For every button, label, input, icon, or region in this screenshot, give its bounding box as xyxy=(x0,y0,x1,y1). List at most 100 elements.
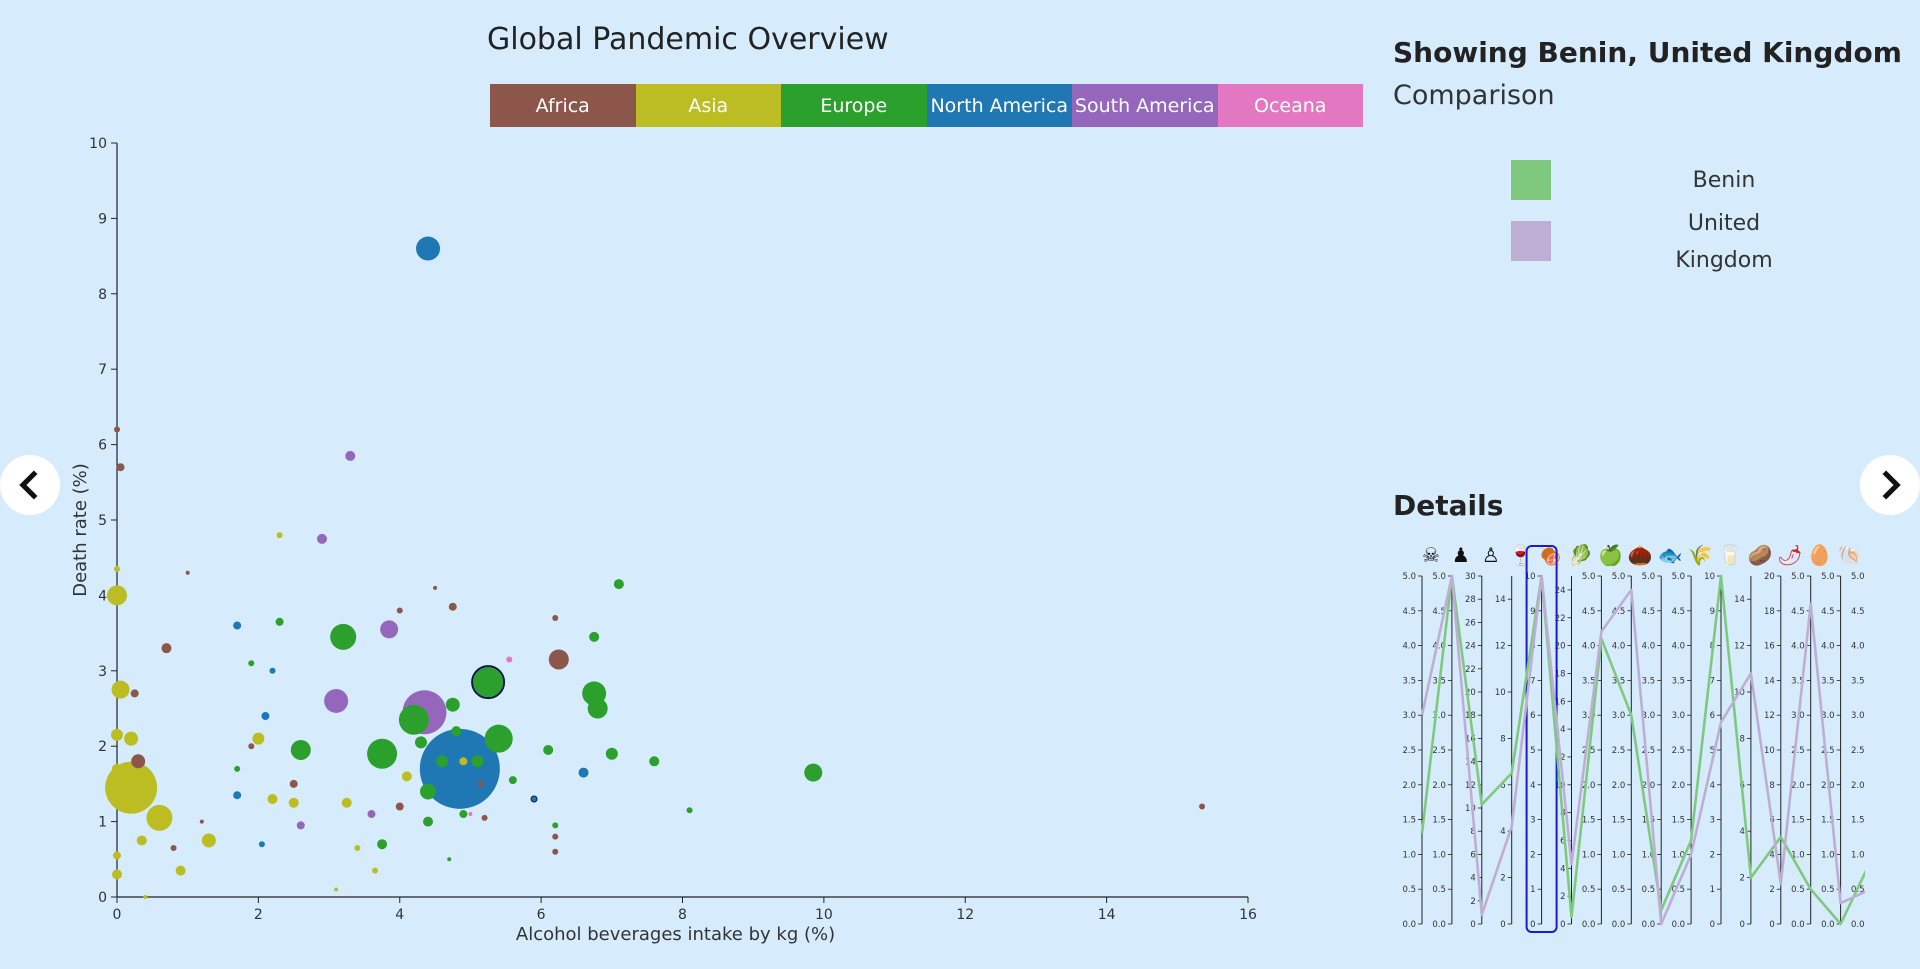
pc-tick-label: 5 xyxy=(1710,746,1715,756)
pc-tick-label: 2.5 xyxy=(1851,746,1865,756)
data-point-europe xyxy=(543,744,554,755)
pc-tick-label: 18 xyxy=(1555,669,1566,679)
pc-tick-label: 1.0 xyxy=(1672,850,1686,860)
data-point-north-america xyxy=(258,841,265,848)
united-kingdom-label-line2: Kingdom xyxy=(1675,248,1773,273)
y-tick-label: 10 xyxy=(89,136,107,152)
data-point-asia xyxy=(267,793,278,804)
pc-tick-label: 0.0 xyxy=(1432,920,1446,930)
prev-button[interactable] xyxy=(0,455,60,515)
legend-africa[interactable]: Africa xyxy=(490,84,636,127)
pc-tick-label: 3.5 xyxy=(1821,676,1835,686)
pc-tick-label: 0.0 xyxy=(1672,920,1686,930)
data-point-north-america xyxy=(233,791,242,800)
chevron-right-icon xyxy=(1882,470,1901,500)
pc-tick-label: 28 xyxy=(1465,595,1476,605)
pc-tick-label: 6 xyxy=(1530,711,1535,721)
skull-icon: ☠ xyxy=(1422,543,1440,567)
data-point-europe xyxy=(451,726,462,737)
pc-tick-label: 3.0 xyxy=(1402,711,1416,721)
pc-tick-label: 4.5 xyxy=(1612,607,1626,617)
data-point-asia xyxy=(401,771,412,782)
x-tick-label: 8 xyxy=(678,907,687,923)
benin-swatch[interactable] xyxy=(1511,160,1551,200)
data-point-oceana xyxy=(468,812,473,817)
pc-tick-label: 0.0 xyxy=(1582,920,1596,930)
data-point-asia xyxy=(112,763,122,774)
pc-tick-label: 4 xyxy=(1560,864,1565,874)
selected-point-ring xyxy=(471,665,506,700)
pc-tick-label: 10 xyxy=(1704,572,1715,582)
pc-tick-label: 3.5 xyxy=(1402,676,1416,686)
data-point-europe xyxy=(613,579,624,590)
pc-tick-label: 1.5 xyxy=(1612,816,1626,826)
data-point-asia xyxy=(354,844,361,851)
data-point-north-america xyxy=(233,621,242,630)
data-point-europe xyxy=(459,810,468,819)
legend-north-america[interactable]: North America xyxy=(926,84,1072,127)
y-tick-label: 5 xyxy=(98,513,107,529)
pc-tick-label: 0.5 xyxy=(1821,885,1835,895)
pc-tick-label: 4.0 xyxy=(1432,642,1446,652)
data-point-africa xyxy=(289,779,298,788)
pc-tick-label: 3.0 xyxy=(1851,711,1865,721)
legend-south-america[interactable]: South America xyxy=(1072,84,1218,127)
pc-tick-label: 9 xyxy=(1710,607,1715,617)
united-kingdom-swatch[interactable] xyxy=(1511,221,1551,261)
pc-line-benin xyxy=(1420,574,1865,926)
pc-tick-label: 0.0 xyxy=(1791,920,1805,930)
pc-tick-label: 2.5 xyxy=(1402,746,1416,756)
pc-tick-label: 0.0 xyxy=(1821,920,1835,930)
pc-tick-label: 1.0 xyxy=(1642,850,1656,860)
pc-tick-label: 0.5 xyxy=(1642,885,1656,895)
pc-tick-label: 2.0 xyxy=(1612,781,1626,791)
data-point-africa xyxy=(552,848,559,855)
pc-tick-label: 10 xyxy=(1465,804,1476,814)
pc-tick-label: 5.0 xyxy=(1672,572,1686,582)
pc-tick-label: 2.0 xyxy=(1851,781,1865,791)
legend-asia[interactable]: Asia xyxy=(635,84,781,127)
pc-tick-label: 2 xyxy=(1769,885,1774,895)
pc-tick-label: 24 xyxy=(1555,586,1566,596)
pc-tick-label: 5 xyxy=(1530,746,1535,756)
data-point-europe xyxy=(367,738,398,769)
pc-tick-label: 4 xyxy=(1470,874,1475,884)
meat-icon: 🍖 xyxy=(1538,543,1563,568)
pc-tick-label: 5.0 xyxy=(1821,572,1835,582)
x-tick-label: 12 xyxy=(956,907,974,923)
pc-tick-label: 4 xyxy=(1710,781,1715,791)
pc-tick-label: 12 xyxy=(1495,642,1506,652)
next-button[interactable] xyxy=(1860,455,1920,515)
pc-tick-label: 1 xyxy=(1710,885,1715,895)
pc-tick-label: 10 xyxy=(1525,572,1536,582)
pc-tick-label: 3.0 xyxy=(1672,711,1686,721)
pc-tick-label: 26 xyxy=(1465,618,1476,628)
data-point-africa xyxy=(548,649,569,670)
pc-tick-label: 6 xyxy=(1470,850,1475,860)
pc-tick-label: 4.5 xyxy=(1582,607,1596,617)
data-point-africa xyxy=(481,814,488,821)
vegetable-icon: 🥬 xyxy=(1568,543,1593,567)
x-tick-label: 4 xyxy=(395,907,404,923)
data-point-europe xyxy=(804,763,823,782)
data-point-europe xyxy=(330,623,357,650)
x-tick-label: 0 xyxy=(113,907,122,923)
legend-oceana[interactable]: Oceana xyxy=(1217,84,1363,127)
page-title: Global Pandemic Overview xyxy=(487,22,889,57)
pc-tick-label: 4.5 xyxy=(1642,607,1656,617)
pc-tick-label: 2.5 xyxy=(1432,746,1446,756)
y-tick-label: 4 xyxy=(98,588,107,604)
data-point-asia xyxy=(112,869,122,880)
showing-heading: Showing Benin, United Kingdom xyxy=(1393,36,1902,69)
pc-tick-label: 3.0 xyxy=(1612,711,1626,721)
pc-tick-label: 14 xyxy=(1555,725,1566,735)
data-point-europe xyxy=(686,807,693,814)
data-point-africa xyxy=(130,689,139,698)
pc-line-united-kingdom xyxy=(1420,574,1865,926)
pc-tick-label: 22 xyxy=(1555,614,1566,624)
pc-tick-label: 4.0 xyxy=(1612,642,1626,652)
data-point-europe xyxy=(552,822,559,829)
details-heading: Details xyxy=(1393,489,1504,522)
legend-europe[interactable]: Europe xyxy=(781,84,927,127)
data-point-europe xyxy=(473,667,504,698)
